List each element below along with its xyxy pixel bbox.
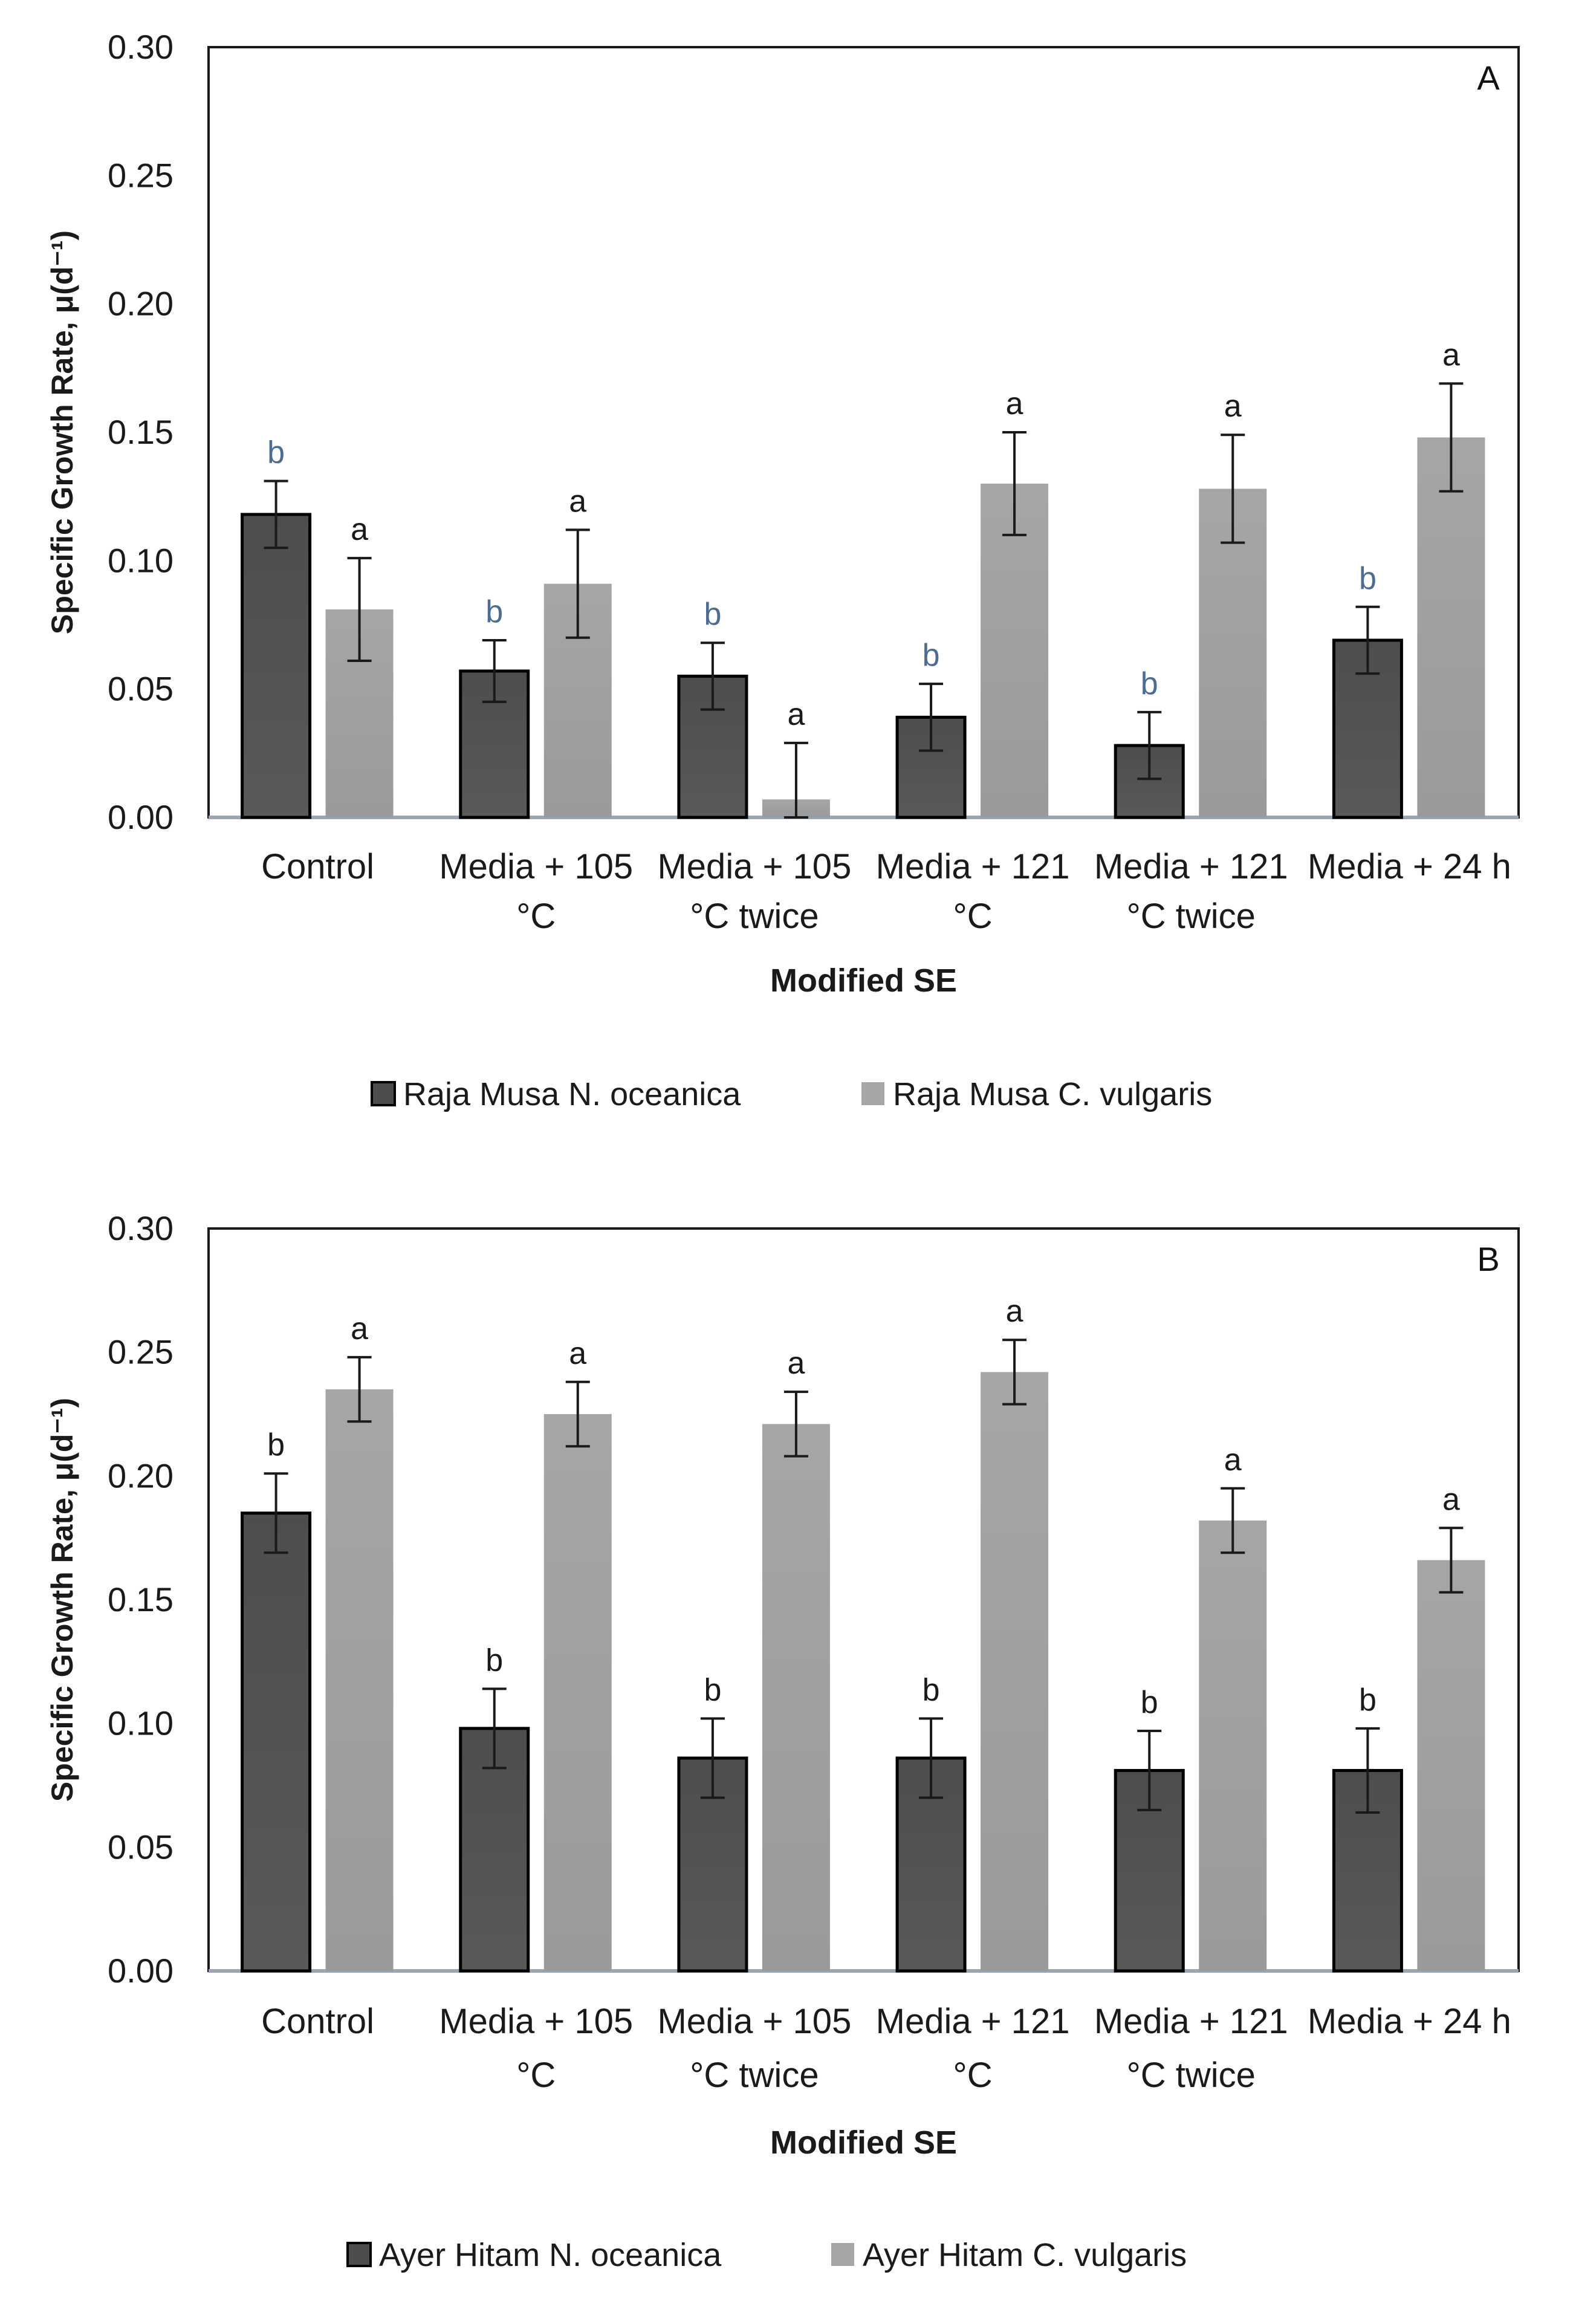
significance-label: b bbox=[923, 638, 940, 673]
significance-label: b bbox=[1141, 1685, 1158, 1720]
x-category-label: Control bbox=[261, 847, 374, 886]
y-axis-label: Specific Growth Rate, μ(d⁻¹) bbox=[45, 1398, 79, 1802]
significance-label: b bbox=[1141, 666, 1158, 701]
significance-label: a bbox=[1224, 1443, 1242, 1478]
x-category-label: Media + 121 bbox=[1094, 847, 1288, 886]
chart-panel-a: 0.00 0.05 0.10 0.15 0.20 0.25 0.30 Specific Gro… bbox=[45, 28, 1520, 1112]
significance-label: a bbox=[787, 697, 805, 732]
y-tick-label: 0.00 bbox=[108, 798, 173, 836]
significance-label: a bbox=[569, 484, 586, 519]
bar-series-1 bbox=[241, 513, 312, 819]
y-tick-label: 0.00 bbox=[108, 1952, 173, 1990]
significance-label: a bbox=[1442, 1482, 1460, 1517]
x-category-label: Media + 105 bbox=[657, 2002, 851, 2041]
x-category-label: Media + 105 bbox=[439, 847, 633, 886]
y-tick-label: 0.20 bbox=[108, 1456, 173, 1495]
significance-label: a bbox=[1006, 1294, 1023, 1329]
panel-label: B bbox=[1477, 1240, 1499, 1278]
x-category-label: °C bbox=[516, 2056, 556, 2095]
y-tick-label: 0.05 bbox=[108, 1828, 173, 1866]
bar-series-1 bbox=[895, 715, 967, 819]
x-category-label: °C twice bbox=[1127, 2056, 1256, 2095]
x-category-label: °C twice bbox=[1127, 897, 1256, 936]
legend-swatch bbox=[861, 1082, 884, 1105]
significance-label: b bbox=[704, 1672, 721, 1707]
significance-label: a bbox=[351, 512, 368, 547]
x-category-label: Media + 121 bbox=[876, 2002, 1070, 2041]
y-tick-label: 0.25 bbox=[108, 156, 173, 194]
y-axis-label: Specific Growth Rate, μ(d⁻¹) bbox=[45, 230, 79, 634]
bar-series-2 bbox=[543, 1414, 612, 1971]
significance-label: b bbox=[267, 435, 285, 470]
y-tick-label: 0.10 bbox=[108, 541, 173, 579]
x-category-label: Media + 105 bbox=[439, 2002, 633, 2041]
significance-label: b bbox=[485, 594, 503, 629]
x-category-label: °C twice bbox=[690, 2056, 819, 2095]
panel-label: A bbox=[1477, 59, 1500, 97]
x-category-label: Media + 121 bbox=[1094, 2002, 1288, 2041]
significance-label: b bbox=[485, 1643, 503, 1678]
significance-label: b bbox=[1359, 561, 1377, 596]
plot-frame bbox=[207, 46, 1520, 819]
plot-frame bbox=[207, 1227, 1520, 1972]
chart-panel-b: 0.00 0.05 0.10 0.15 0.20 0.25 0.30 Specific Gro… bbox=[45, 1209, 1520, 2273]
significance-label: a bbox=[569, 1336, 586, 1371]
significance-label: a bbox=[1006, 386, 1023, 421]
legend-swatch bbox=[831, 2243, 854, 2266]
y-tick-label: 0.05 bbox=[108, 670, 173, 708]
x-category-label: Media + 24 h bbox=[1308, 847, 1511, 886]
legend-label: Raja Musa N. oceanica bbox=[403, 1076, 741, 1112]
y-tick-label: 0.25 bbox=[108, 1333, 173, 1371]
x-category-label: °C bbox=[953, 2056, 993, 2095]
x-category-label: °C bbox=[953, 897, 993, 936]
significance-label: a bbox=[787, 1346, 805, 1381]
y-tick-label: 0.15 bbox=[108, 413, 173, 451]
bar-series-2 bbox=[762, 1424, 830, 1971]
x-category-label: °C bbox=[516, 897, 556, 936]
significance-label: a bbox=[1224, 389, 1242, 424]
x-category-label: Media + 105 bbox=[657, 847, 851, 886]
bar-series-2 bbox=[981, 1372, 1049, 1971]
bar-series-2 bbox=[1199, 1521, 1267, 1971]
legend-label: Ayer Hitam C. vulgaris bbox=[863, 2237, 1187, 2273]
x-category-label: Control bbox=[261, 2002, 374, 2041]
significance-label: b bbox=[704, 597, 721, 632]
bar-series-2 bbox=[1417, 1560, 1485, 1971]
bar-series-2 bbox=[1417, 437, 1485, 817]
x-category-label: Media + 121 bbox=[876, 847, 1070, 886]
significance-label: b bbox=[1359, 1683, 1377, 1718]
significance-label: a bbox=[1442, 337, 1460, 372]
y-tick-label: 0.15 bbox=[108, 1580, 173, 1618]
y-tick-label: 0.30 bbox=[108, 28, 173, 66]
legend-swatch bbox=[371, 1081, 396, 1106]
y-tick-label: 0.10 bbox=[108, 1704, 173, 1742]
legend-label: Ayer Hitam N. oceanica bbox=[379, 2237, 722, 2273]
legend-swatch bbox=[346, 2242, 372, 2267]
x-category-label: Media + 24 h bbox=[1308, 2002, 1511, 2041]
x-category-label: °C twice bbox=[690, 897, 819, 936]
bar-series-2 bbox=[325, 1389, 394, 1971]
bar-series-2 bbox=[981, 483, 1049, 817]
x-axis-label: Modified SE bbox=[770, 2124, 957, 2161]
significance-label: a bbox=[351, 1311, 368, 1346]
y-tick-label: 0.20 bbox=[108, 285, 173, 323]
significance-label: b bbox=[267, 1427, 285, 1462]
bar-series-1 bbox=[241, 1511, 312, 1973]
x-axis-label: Modified SE bbox=[770, 962, 957, 999]
legend-label: Raja Musa C. vulgaris bbox=[893, 1076, 1212, 1112]
y-tick-label: 0.30 bbox=[108, 1209, 173, 1247]
significance-label: b bbox=[923, 1672, 940, 1707]
